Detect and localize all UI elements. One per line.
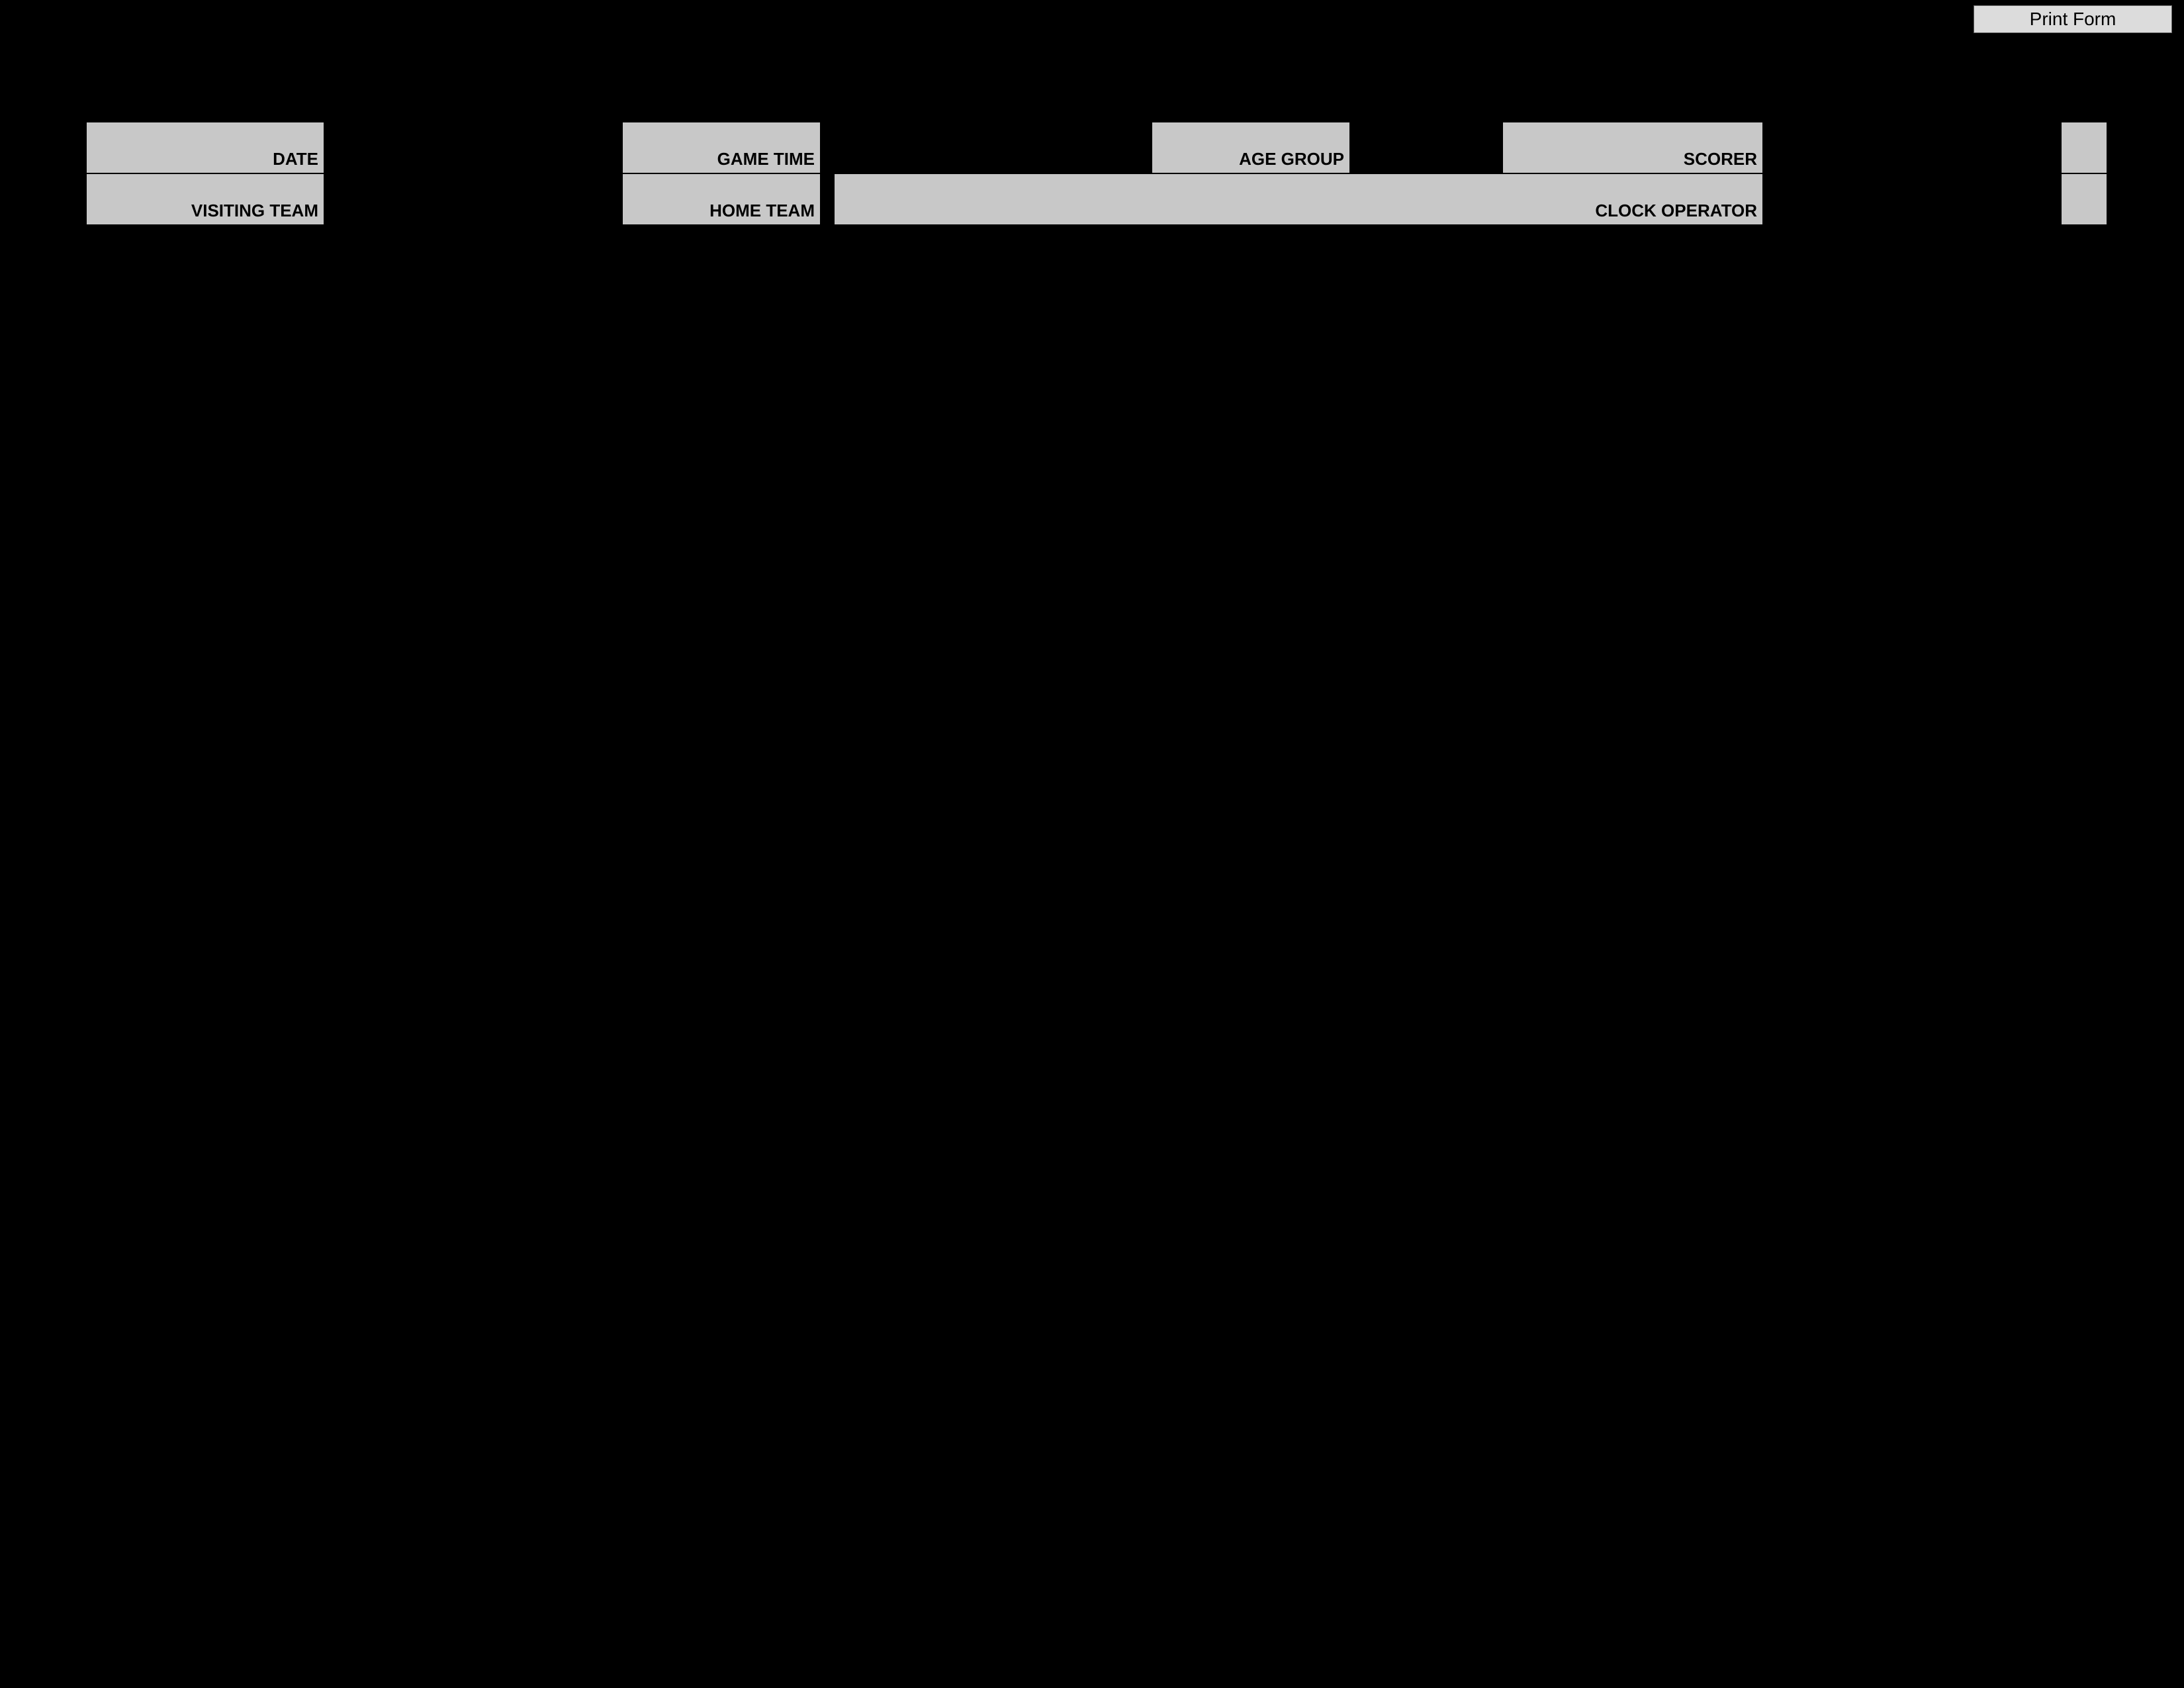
print-form-button[interactable]: Print Form bbox=[1974, 5, 2172, 33]
field-scorer[interactable] bbox=[1763, 122, 2061, 173]
label-date: DATE bbox=[86, 122, 324, 173]
header-row-1: DATE GAME TIME AGE GROUP SCORER bbox=[86, 122, 2107, 173]
label-scorer: SCORER bbox=[1502, 122, 1763, 173]
label-age-group: AGE GROUP bbox=[1152, 122, 1350, 173]
form-header-grid: DATE GAME TIME AGE GROUP SCORER VISITING… bbox=[86, 122, 2107, 225]
label-clock-operator: CLOCK OPERATOR bbox=[834, 173, 1763, 225]
field-age-group[interactable] bbox=[1350, 122, 1502, 173]
row2-end-cell bbox=[2061, 173, 2107, 225]
label-home-team: HOME TEAM bbox=[622, 173, 821, 225]
field-date[interactable] bbox=[324, 122, 622, 173]
label-visiting-team: VISITING TEAM bbox=[86, 173, 324, 225]
row2-separator bbox=[821, 173, 834, 225]
row1-end-cell bbox=[2061, 122, 2107, 173]
header-row-2: VISITING TEAM HOME TEAM CLOCK OPERATOR bbox=[86, 173, 2107, 225]
field-clock-operator[interactable] bbox=[1763, 173, 2061, 225]
field-game-time[interactable] bbox=[821, 122, 1152, 173]
label-game-time: GAME TIME bbox=[622, 122, 821, 173]
field-visiting-team[interactable] bbox=[324, 173, 622, 225]
